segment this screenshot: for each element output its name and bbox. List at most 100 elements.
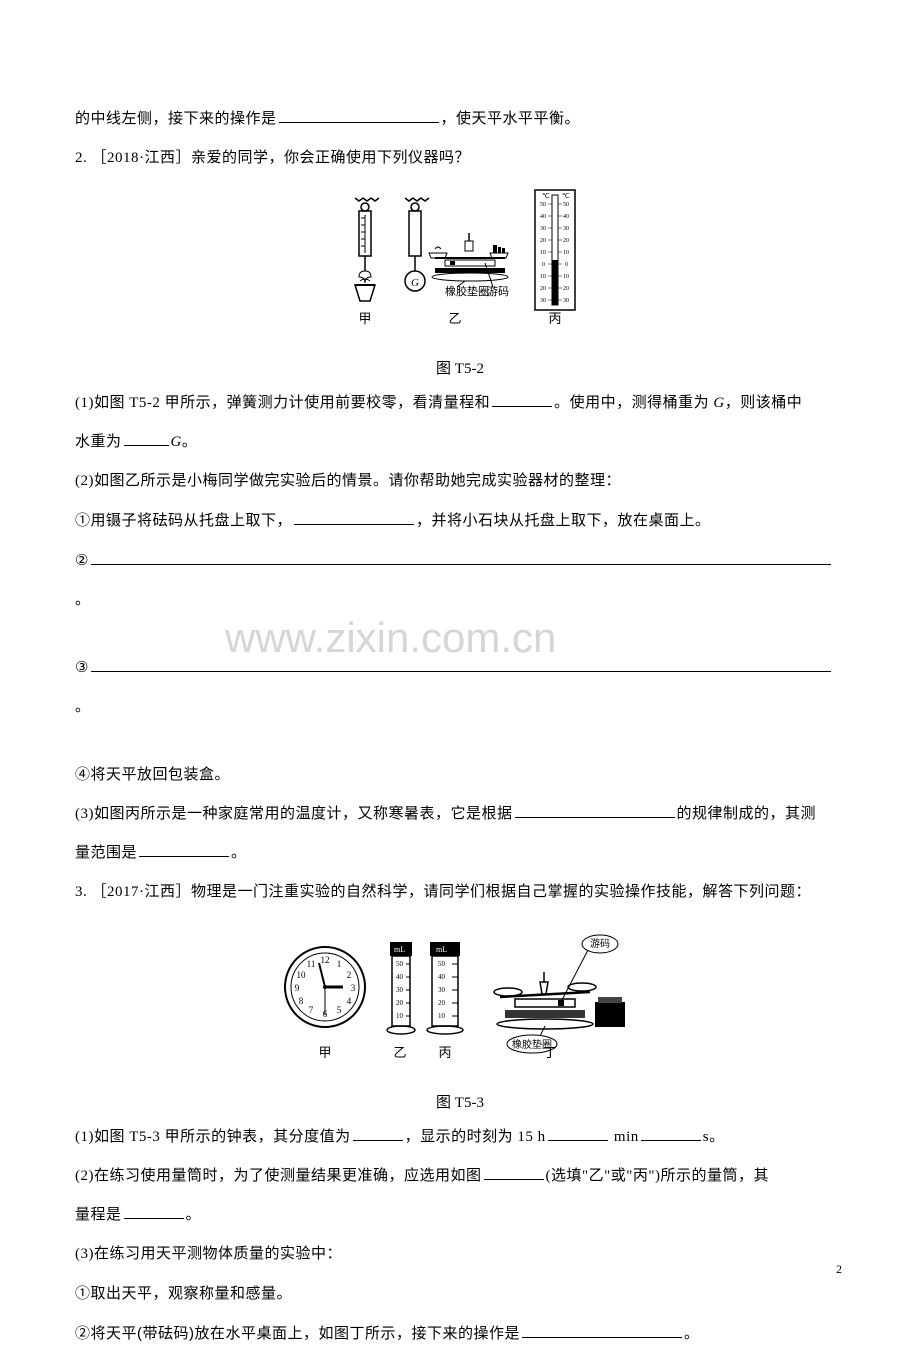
blank — [139, 839, 229, 857]
text: min — [610, 1129, 639, 1145]
svg-text:30: 30 — [438, 986, 446, 994]
text: (2)如图乙所示是小梅同学做完实验后的情景。请你帮助她完成实验器材的整理： — [75, 473, 621, 489]
svg-text:mL: mL — [394, 945, 405, 954]
document-content: 的中线左侧，接下来的操作是，使天平水平平衡。 2. ［2018·江西］亲爱的同学… — [75, 100, 845, 1354]
svg-text:0: 0 — [542, 262, 545, 268]
svg-text:游码: 游码 — [590, 937, 610, 950]
text: 的中线左侧，接下来的操作是 — [75, 111, 277, 127]
svg-text:0: 0 — [565, 262, 568, 268]
text: ①用镊子将砝码从托盘上取下， — [75, 512, 292, 529]
q6-line1: (3)在练习用天平测物体质量的实验中： — [75, 1235, 845, 1274]
para-prev-cont: 的中线左侧，接下来的操作是，使天平水平平衡。 — [75, 100, 845, 139]
text: 。 — [182, 434, 198, 450]
blank — [91, 547, 831, 565]
text: (3)如图丙所示是一种家庭常用的温度计，又称寒暑表，它是根据 — [75, 806, 513, 822]
svg-text:20: 20 — [563, 238, 569, 244]
svg-text:丙: 丙 — [548, 311, 561, 326]
q3-line2: 量范围是 。 — [75, 834, 845, 873]
text: 的规律制成的，其测 — [677, 806, 817, 822]
text: 。 — [231, 845, 247, 861]
svg-text:8: 8 — [299, 996, 304, 1006]
q1-line2: 水重为 G。 — [75, 423, 845, 462]
blank — [515, 800, 675, 818]
para-q2-intro: 2. ［2018·江西］亲爱的同学，你会正确使用下列仪器吗？ — [75, 139, 845, 178]
q2-line4: ③。 — [75, 648, 845, 727]
q1-line1: (1)如图 T5-2 甲所示，弹簧测力计使用前要校零，看清量程和。使用中，测得桶… — [75, 384, 845, 423]
svg-text:℃: ℃ — [542, 192, 550, 200]
blank — [279, 105, 439, 123]
text: (3)在练习用天平测物体质量的实验中： — [75, 1246, 342, 1262]
figure-t5-2: G 橡胶垫圈 游码 — [75, 188, 845, 378]
svg-text:20: 20 — [540, 238, 546, 244]
text: ③ — [75, 659, 89, 676]
svg-text:20: 20 — [438, 999, 446, 1007]
blank — [522, 1320, 682, 1338]
blank — [641, 1123, 701, 1141]
text: (2)在练习使用量筒时，为了使测量结果更准确，应选用如图 — [75, 1168, 482, 1184]
blank — [484, 1162, 544, 1180]
svg-text:10: 10 — [540, 274, 546, 280]
blank — [548, 1123, 608, 1141]
fig-caption-2: 图 T5-3 — [75, 1091, 845, 1112]
svg-text:2: 2 — [347, 970, 352, 980]
svg-text:10: 10 — [438, 1012, 446, 1020]
svg-text:甲: 甲 — [358, 311, 371, 326]
svg-text:50: 50 — [540, 202, 546, 208]
svg-text:30: 30 — [540, 226, 546, 232]
svg-text:丁: 丁 — [543, 1045, 556, 1060]
blank — [124, 1201, 184, 1219]
svg-text:50: 50 — [563, 202, 569, 208]
svg-text:40: 40 — [563, 214, 569, 220]
svg-text:橡胶垫圈: 橡胶垫圈 — [445, 284, 489, 298]
text: ，则该桶中 — [725, 395, 803, 411]
text: 。 — [75, 699, 91, 715]
svg-text:4: 4 — [347, 996, 352, 1006]
text: 量程是 — [75, 1207, 122, 1223]
text: 2. ［2018·江西］亲爱的同学，你会正确使用下列仪器吗？ — [75, 150, 470, 166]
svg-text:50: 50 — [396, 960, 404, 968]
q3-line1: (3)如图丙所示是一种家庭常用的温度计，又称寒暑表，它是根据 的规律制成的，其测 — [75, 795, 845, 834]
text: ，显示的时刻为 15 h — [405, 1129, 546, 1145]
svg-text:30: 30 — [540, 298, 546, 304]
blank — [294, 507, 414, 525]
svg-text:游码: 游码 — [487, 285, 509, 298]
var-g: G — [713, 395, 724, 411]
q2-line5: ④将天平放回包装盒。 — [75, 755, 845, 795]
svg-text:丙: 丙 — [438, 1045, 451, 1060]
text: 。 — [186, 1207, 202, 1223]
svg-text:5: 5 — [337, 1005, 342, 1015]
text: ② — [75, 552, 89, 569]
svg-text:12: 12 — [321, 955, 330, 965]
q5-line1: (2)在练习使用量筒时，为了使测量结果更准确，应选用如图(选填"乙"或"丙")所… — [75, 1157, 845, 1196]
svg-text:10: 10 — [563, 274, 569, 280]
q2-line1: (2)如图乙所示是小梅同学做完实验后的情景。请你帮助她完成实验器材的整理： — [75, 462, 845, 501]
text: 水重为 — [75, 434, 122, 450]
svg-text:20: 20 — [540, 286, 546, 292]
text: ②将天平(带砝码)放在水平桌面上，如图丁所示，接下来的操作是 — [75, 1325, 520, 1342]
blank — [492, 389, 552, 407]
svg-text:10: 10 — [396, 1012, 404, 1020]
text: ④将天平放回包装盒。 — [75, 766, 230, 783]
var-g: G — [171, 434, 182, 450]
svg-text:50: 50 — [438, 960, 446, 968]
svg-text:乙: 乙 — [448, 311, 461, 326]
q2-line3: ②。 — [75, 541, 845, 620]
text: 3. ［2017·江西］物理是一门注重实验的自然科学，请同学们根据自己掌握的实验… — [75, 884, 811, 900]
svg-text:30: 30 — [563, 226, 569, 232]
svg-text:℃: ℃ — [562, 192, 570, 200]
svg-text:40: 40 — [396, 973, 404, 981]
q6-line2: ①取出天平，观察称量和感量。 — [75, 1274, 845, 1314]
svg-text:10: 10 — [563, 250, 569, 256]
q2-line2: ①用镊子将砝码从托盘上取下，，并将小石块从托盘上取下，放在桌面上。 — [75, 501, 845, 541]
svg-text:甲: 甲 — [318, 1045, 331, 1060]
q5-line2: 量程是 。 — [75, 1196, 845, 1235]
svg-text:mL: mL — [436, 945, 447, 954]
text: 量范围是 — [75, 845, 137, 861]
svg-text:40: 40 — [540, 214, 546, 220]
fig-caption-1: 图 T5-2 — [75, 357, 845, 378]
svg-text:G: G — [411, 277, 419, 289]
text: (1)如图 T5-3 甲所示的钟表，其分度值为 — [75, 1129, 351, 1145]
blank — [91, 654, 831, 672]
text: 。 — [684, 1326, 700, 1342]
q6-line3: ②将天平(带砝码)放在水平桌面上，如图丁所示，接下来的操作是 。 — [75, 1314, 845, 1354]
